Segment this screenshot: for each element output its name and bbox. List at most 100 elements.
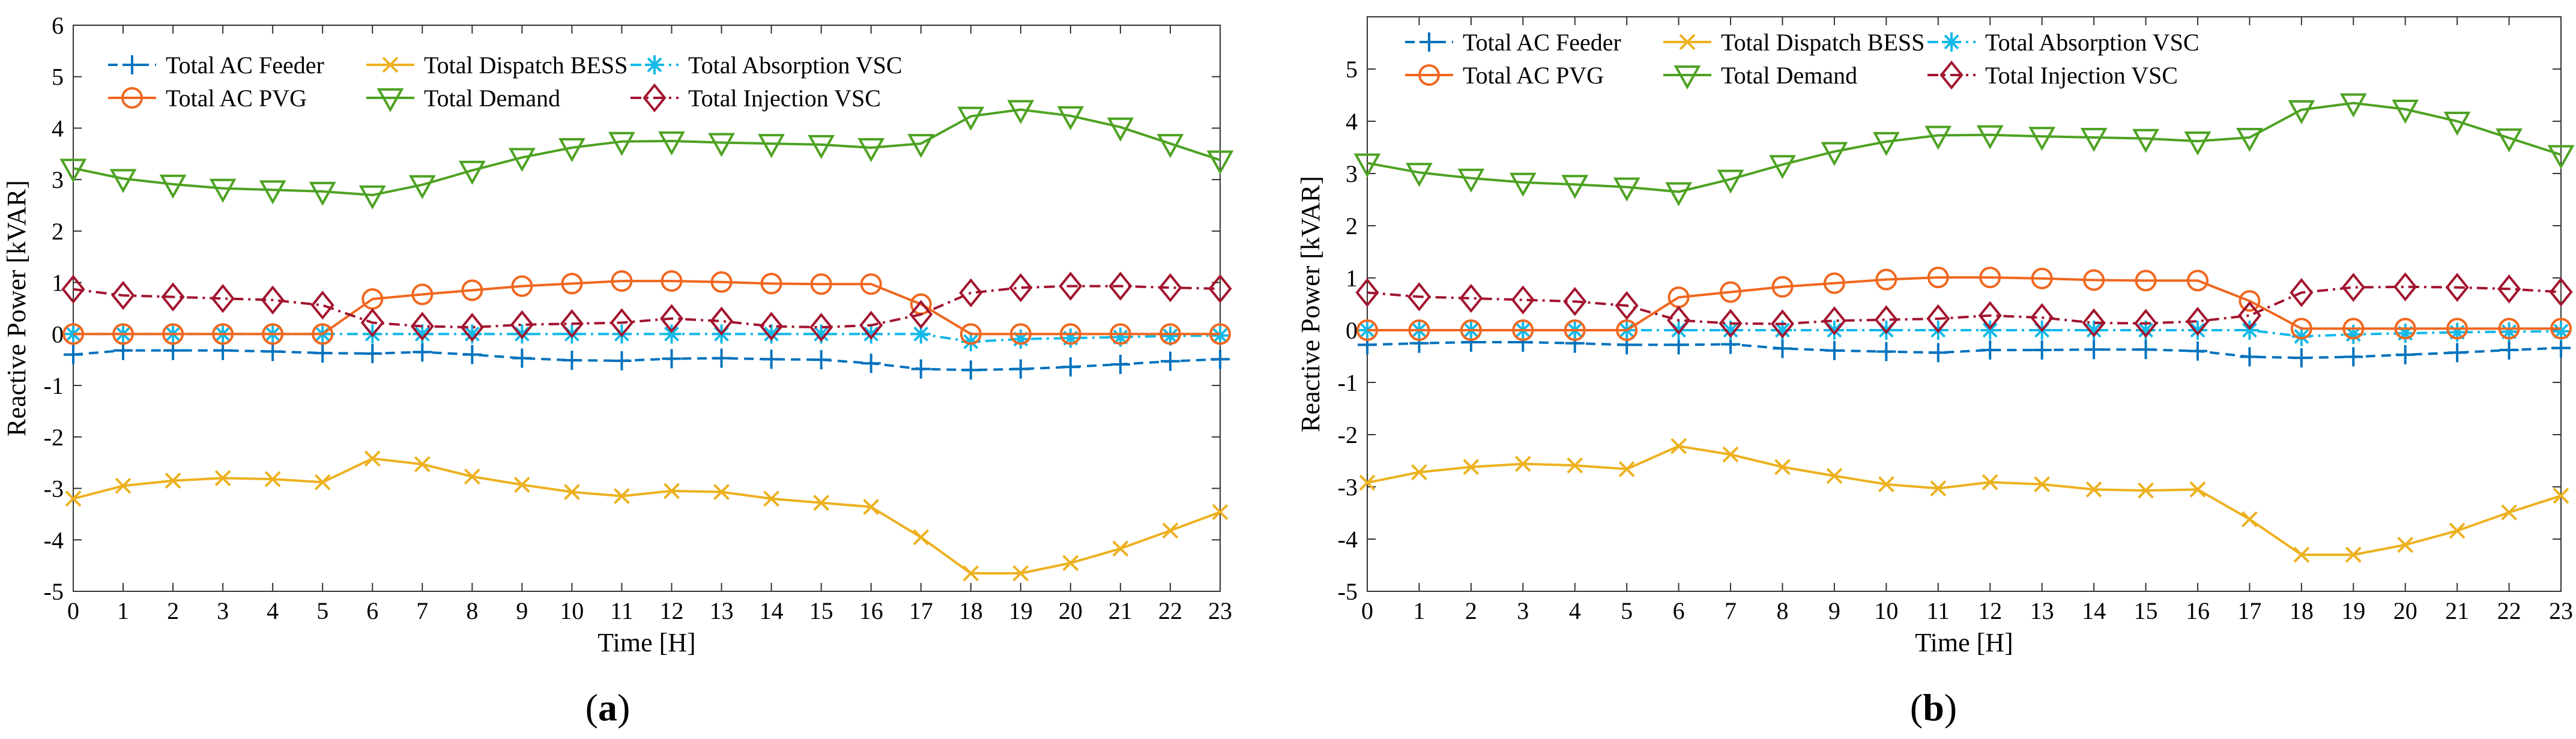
panel-a-total-absorption-vsc-point — [761, 324, 781, 344]
panel-b-total-ac-feeder-point — [2551, 338, 2571, 358]
panel-b-total-demand-point — [2236, 127, 2263, 152]
panel-a-total-injection-vsc-point — [460, 313, 484, 342]
panel-a-total-absorption-vsc-point — [1060, 328, 1080, 348]
panel-b-x-tick-label: 9 — [1828, 597, 1840, 624]
panel-a-total-absorption-vsc-point — [662, 324, 682, 344]
panel-a-total-injection-vsc-point — [211, 284, 235, 313]
panel-b-total-demand-point — [1406, 163, 1433, 187]
panel-a-x-tick-label: 4 — [267, 597, 279, 624]
panel-b-total-demand-point — [1821, 142, 1848, 166]
panel-a-total-dispatch-bess-point — [1162, 522, 1179, 539]
panel-a-total-ac-pvg-point — [810, 273, 832, 295]
panel-b-total-ac-pvg-point — [2031, 267, 2053, 289]
panel-b-total-ac-pvg-point — [1927, 267, 1949, 289]
panel-a-total-ac-pvg-point — [1209, 323, 1231, 345]
panel-a-total-dispatch-bess-point — [614, 487, 630, 504]
panel-a-total-dispatch-bess-point — [513, 477, 530, 493]
panel-a-total-ac-feeder-point — [961, 360, 981, 380]
panel-a-x-tick-label: 21 — [1108, 597, 1132, 624]
panel-a-total-demand-point — [808, 134, 835, 159]
panel-b: 0 1 2 3 4 5 6 7 8 9 10 11 12 13 14 15 16 17 18 19 20 21 22 23-5… — [1296, 16, 2575, 657]
panel-a-x-axis-label: Time [H] — [597, 628, 695, 657]
panel-a-x-tick-label: 1 — [117, 597, 129, 624]
panel-a-y-tick-label: 4 — [52, 115, 64, 142]
panel-b-total-demand-point — [2080, 127, 2108, 152]
panel-b-total-ac-feeder-point — [1928, 343, 1948, 363]
panel-a-total-injection-vsc-point — [609, 308, 634, 337]
panel-a-legend-total-ac-feeder-label: Total AC Feeder — [166, 52, 324, 79]
panel-b-total-demand-point — [1717, 169, 1744, 194]
panel-b-x-tick-label: 13 — [2030, 597, 2054, 624]
panel-b-total-demand-line — [1367, 101, 2562, 193]
panel-b-total-dispatch-bess-point — [2138, 482, 2154, 499]
panel-b-y-tick-label: 2 — [1346, 213, 1358, 240]
panel-a-total-demand-point — [259, 180, 286, 205]
panel-a-total-ac-pvg-point — [860, 273, 882, 295]
panel-b-total-dispatch-bess-point — [1774, 459, 1791, 475]
panel-b-total-demand-point — [2132, 128, 2159, 153]
panel-a-x-tick-label: 0 — [67, 597, 79, 624]
panel-a-total-ac-feeder-point — [263, 342, 283, 361]
panel-b-plot-frame — [1367, 16, 2562, 592]
panel-b-total-ac-pvg-line — [1367, 276, 2561, 331]
panel-b-total-dispatch-bess-line — [1367, 445, 2562, 557]
panel-a-total-demand-point — [209, 178, 237, 203]
panel-a-x-tick-label: 7 — [416, 597, 428, 624]
panel-a-total-ac-pvg-point — [112, 323, 135, 345]
panel-a-total-dispatch-bess-point — [364, 450, 381, 467]
panel-a-y-tick-label: 2 — [52, 218, 64, 245]
panel-a-legend-total-demand-label: Total Demand — [424, 85, 560, 112]
panel-a-y-axis-label: Reactive Power [kVAR] — [2, 180, 31, 436]
panel-a-total-demand-point — [159, 174, 187, 199]
panel-b-legend-total-ac-feeder-marker — [1420, 32, 1439, 52]
panel-a-total-dispatch-bess-point — [414, 456, 431, 472]
panel-a-total-ac-pvg-point — [162, 323, 184, 345]
panel-b-x-tick-label: 3 — [1517, 597, 1529, 624]
panel-b-total-demand-point — [2028, 127, 2056, 151]
panel-b-x-tick-label: 11 — [1927, 597, 1950, 624]
panel-a-legend-total-injection-vsc-marker — [642, 83, 667, 113]
panel-b-total-dispatch-bess-point — [2397, 537, 2414, 553]
panel-b-total-ac-pvg-point — [1564, 319, 1586, 341]
panel-a-total-ac-feeder-line — [73, 349, 1221, 372]
panel-a-total-injection-vsc-point — [410, 312, 434, 341]
panel-b-total-injection-vsc-point — [2186, 307, 2210, 336]
panel-a-total-injection-vsc-point — [709, 306, 734, 336]
panel-b-total-injection-vsc-point — [1355, 278, 1379, 307]
panel-a-total-injection-vsc-point — [760, 312, 784, 341]
panel-a-total-ac-pvg-point — [1059, 323, 1081, 345]
panel-b-total-demand-point — [1665, 182, 1693, 207]
panel-b-y-tick-label: -5 — [1338, 578, 1358, 605]
panel-a-total-ac-pvg-point — [62, 323, 84, 345]
panel-b-total-ac-pvg-point — [1979, 267, 2001, 289]
panel-a-legend-total-ac-pvg-marker — [121, 87, 143, 109]
panel-b-total-injection-vsc-point — [1926, 304, 1950, 334]
panel-a-x-tick-label: 3 — [217, 597, 229, 624]
panel-a-total-ac-pvg-point — [312, 323, 334, 345]
panel-b-total-injection-vsc-point — [2497, 274, 2521, 304]
panel-a-total-injection-vsc-point — [510, 310, 534, 340]
panel-b-total-ac-pvg-point — [1771, 276, 1794, 298]
panel-b-x-tick-label: 2 — [1465, 597, 1477, 624]
panel-a-total-dispatch-bess-point — [664, 483, 680, 499]
panel-b-y-tick-label: -4 — [1338, 526, 1358, 553]
panel-a-x-tick-label: 23 — [1208, 597, 1232, 624]
panel-b-total-injection-vsc-point — [1459, 283, 1483, 313]
panel-a-total-absorption-vsc-point — [1110, 327, 1130, 347]
panel-b-total-dispatch-bess-point — [2501, 504, 2517, 521]
panel-b-total-ac-pvg-point — [2186, 270, 2209, 292]
panel-b-total-demand-point — [1509, 172, 1537, 197]
panel-b-total-absorption-vsc-point — [2344, 324, 2363, 344]
panel-a-total-dispatch-bess-point — [1212, 504, 1229, 520]
panel-b-total-ac-feeder-point — [2136, 340, 2156, 360]
panel-b-total-dispatch-bess-point — [1618, 461, 1635, 477]
panel-a-total-injection-vsc-point — [1158, 273, 1182, 303]
panel-b-total-dispatch-bess-point — [2345, 546, 2362, 563]
panel-a-total-ac-feeder-point — [761, 349, 781, 369]
panel-a-total-ac-feeder-point — [1110, 354, 1130, 374]
panel-b-x-tick-label: 1 — [1413, 597, 1425, 624]
panel-b-x-tick-label: 0 — [1361, 597, 1373, 624]
panel-a-total-demand-point — [708, 133, 735, 157]
